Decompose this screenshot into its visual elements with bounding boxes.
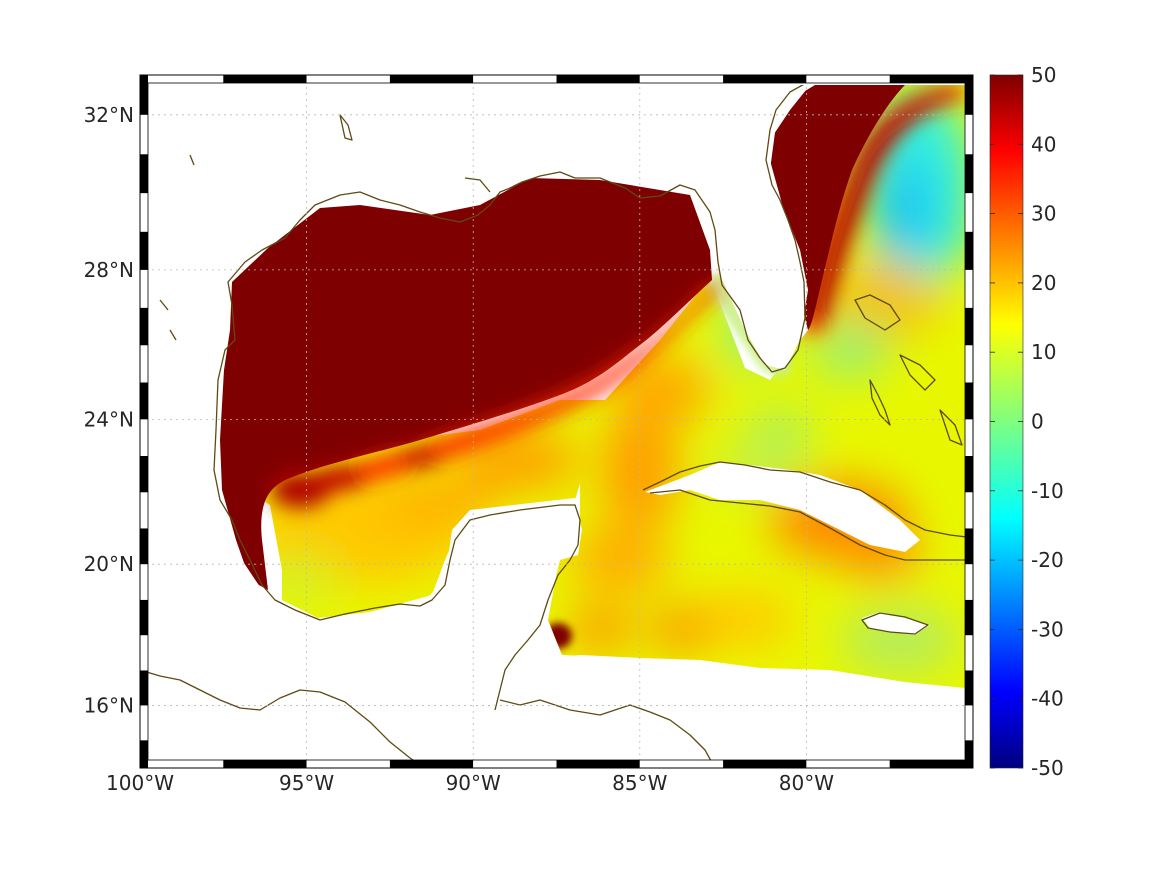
frame-segment-top	[889, 75, 973, 83]
frame-segment-bottom	[389, 760, 474, 768]
frame-segment-right	[965, 75, 973, 115]
frame-segment-right	[965, 382, 973, 420]
frame-segment-right	[965, 345, 973, 383]
longitude-label: 95°W	[279, 771, 334, 795]
frame-segment-top	[723, 75, 807, 83]
colorbar-tick-label: -10	[1031, 479, 1064, 503]
graticule	[148, 85, 965, 760]
frame-segment-left	[140, 419, 148, 456]
frame-segment-left	[140, 492, 148, 529]
frame-segment-bottom	[140, 760, 224, 768]
frame-segment-left	[140, 635, 148, 671]
frame-segment-right	[965, 114, 973, 155]
frame-segment-right	[965, 154, 973, 194]
frame-segment-right	[965, 307, 973, 346]
colorbar-tick-label: 50	[1031, 63, 1056, 87]
frame-segment-bottom	[556, 760, 640, 768]
frame-segment-right	[965, 635, 973, 671]
frame-segment-left	[140, 307, 148, 346]
colorbar-tick-label: 30	[1031, 202, 1056, 226]
colorbar-tick-label: 0	[1031, 410, 1044, 434]
frame-segment-bottom	[223, 760, 307, 768]
colorbar-tick-label: -30	[1031, 617, 1064, 641]
frame-segment-left	[140, 670, 148, 706]
coastlines	[148, 85, 965, 760]
land-masses	[140, 75, 975, 768]
map-frame	[139, 74, 974, 769]
frame-segment-left	[140, 345, 148, 383]
frame-segment-left	[140, 740, 148, 768]
frame-segment-right	[965, 528, 973, 565]
frame-segment-top	[806, 75, 890, 83]
frame-outline	[139, 74, 974, 769]
colorbar-ticks: 50 40 30 20 10 0 -10 -20 -30 -40 -50	[990, 63, 1064, 780]
frame-segment-right	[965, 231, 973, 270]
frame-segment-top	[639, 75, 724, 83]
frame-segment-top	[223, 75, 307, 83]
frame-segment-left	[140, 114, 148, 155]
frame-segment-right	[965, 455, 973, 493]
latitude-labels: 32°N 28°N 24°N 20°N 16°N	[84, 103, 134, 718]
frame-segment-left	[140, 154, 148, 194]
frame-segment-left	[140, 455, 148, 493]
latitude-label: 28°N	[84, 258, 134, 282]
colorbar-tick-label: 20	[1031, 271, 1056, 295]
latitude-label: 24°N	[84, 407, 134, 431]
frame-segment-right	[965, 269, 973, 308]
frame-segment-right	[965, 599, 973, 636]
colorbar-tick-label: -20	[1031, 548, 1064, 572]
longitude-label: 100°W	[106, 771, 174, 795]
frame-segment-left	[140, 269, 148, 308]
frame-segment-bottom	[306, 760, 390, 768]
colorbar-tick-label: -50	[1031, 756, 1064, 780]
longitude-label: 90°W	[446, 771, 501, 795]
frame-segment-bottom	[473, 760, 557, 768]
frame-segment-right	[965, 670, 973, 706]
frame-segment-top	[389, 75, 474, 83]
colorbar-tick-label: 10	[1031, 340, 1056, 364]
frame-segment-bottom	[723, 760, 807, 768]
frame-segment-top	[140, 75, 224, 83]
frame-segment-bottom	[889, 760, 973, 768]
colorbar	[989, 74, 1024, 769]
frame-segment-right	[965, 492, 973, 529]
frame-segment-bottom	[639, 760, 724, 768]
frame-segment-left	[140, 564, 148, 600]
frame-segment-bottom	[806, 760, 890, 768]
latitude-label: 32°N	[84, 103, 134, 127]
colorbar-tick-label: 40	[1031, 132, 1056, 156]
frame-inner-outline	[147, 82, 966, 761]
latitude-label: 16°N	[84, 693, 134, 717]
latitude-label: 20°N	[84, 552, 134, 576]
frame-segment-left	[140, 382, 148, 420]
frame-segment-left	[140, 705, 148, 741]
colorbar-tick-label: -40	[1031, 687, 1064, 711]
frame-segment-right	[965, 705, 973, 741]
frame-segment-top	[473, 75, 557, 83]
frame-segment-right	[965, 193, 973, 232]
frame-segment-left	[140, 193, 148, 232]
frame-segment-left	[140, 75, 148, 115]
frame-segment-top	[306, 75, 390, 83]
frame-segment-right	[965, 564, 973, 600]
frame-segment-left	[140, 528, 148, 565]
longitude-labels: 100°W 95°W 90°W 85°W 80°W	[106, 771, 834, 795]
frame-segment-top	[556, 75, 640, 83]
longitude-label: 80°W	[779, 771, 834, 795]
longitude-label: 85°W	[612, 771, 667, 795]
frame-segment-left	[140, 231, 148, 270]
frame-segment-left	[140, 599, 148, 636]
frame-segment-right	[965, 419, 973, 456]
frame-segment-right	[965, 740, 973, 768]
